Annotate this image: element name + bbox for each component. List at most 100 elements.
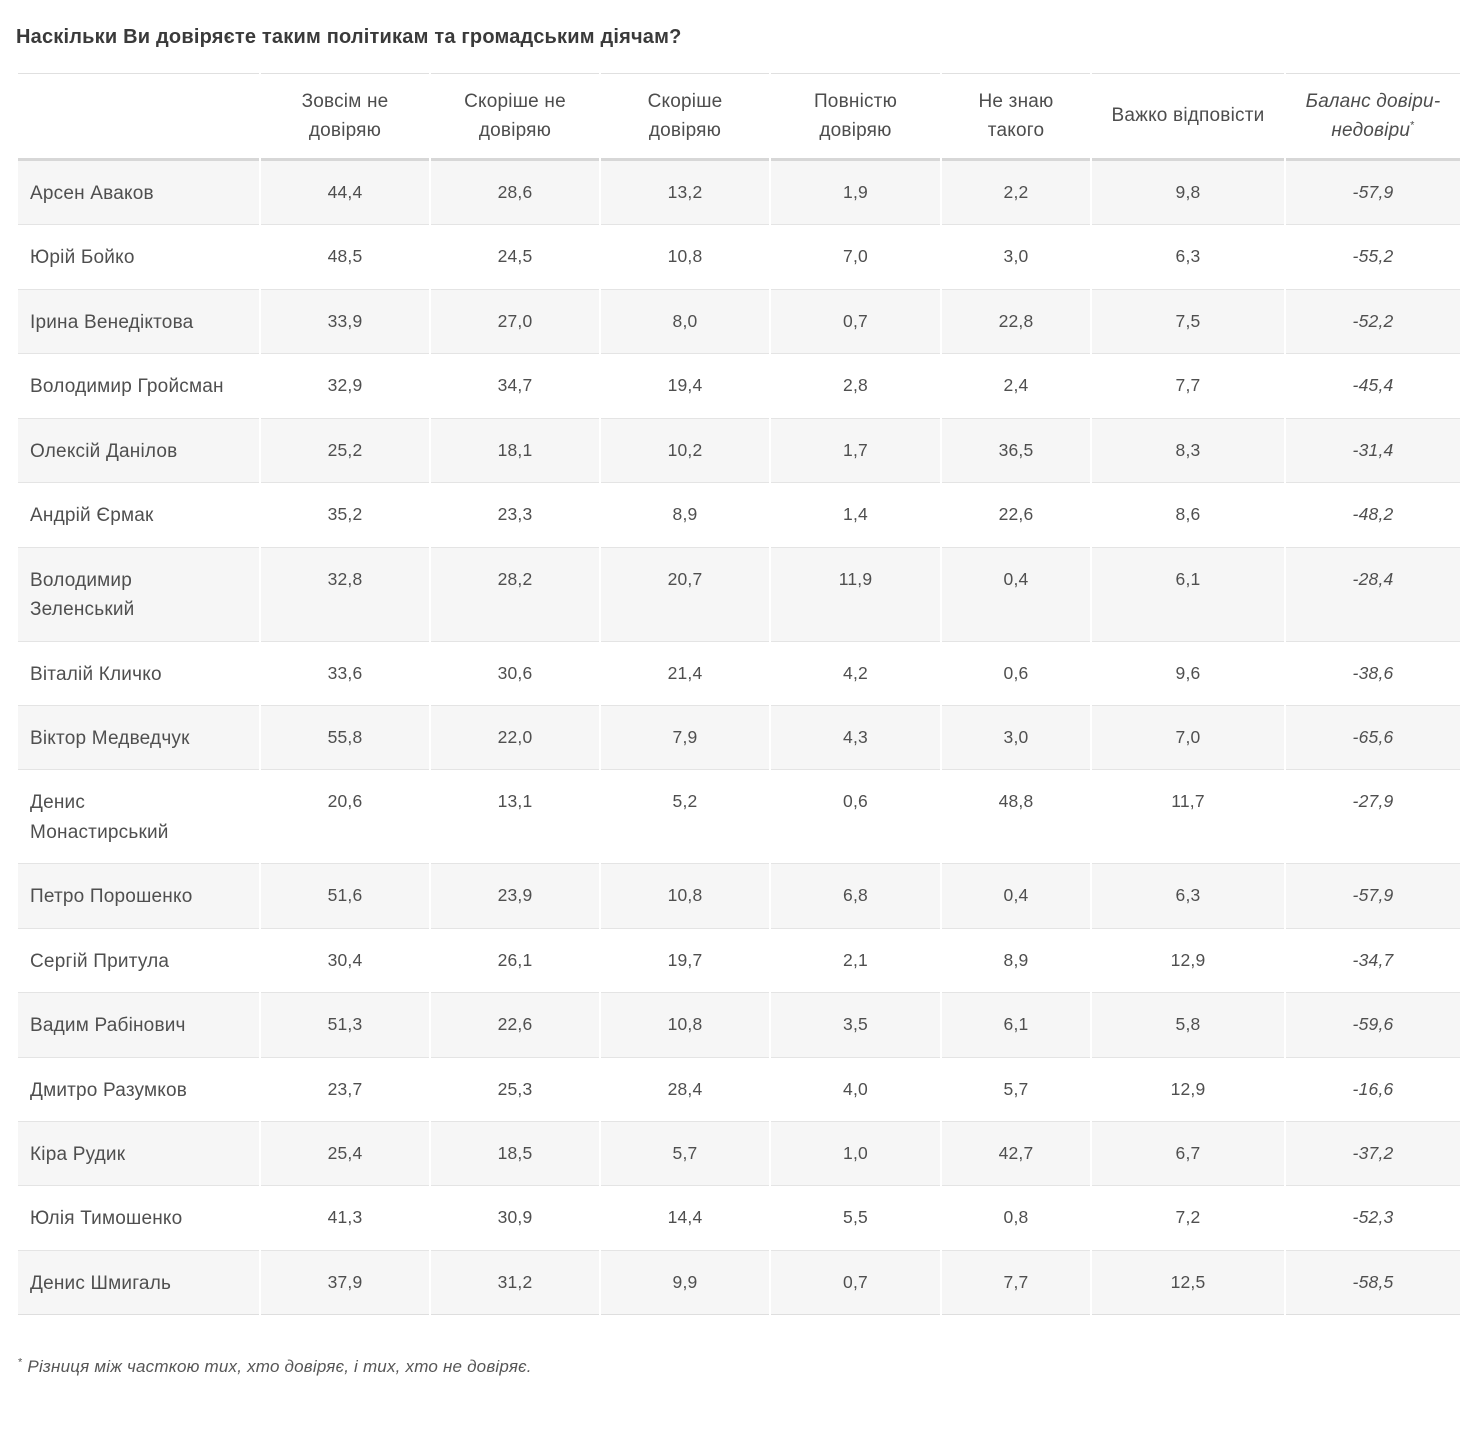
trust-value-cell: 0,7 bbox=[771, 288, 940, 353]
trust-value-cell: 18,5 bbox=[431, 1121, 599, 1185]
trust-value-cell: 1,0 bbox=[771, 1121, 940, 1185]
trust-value-cell: 51,6 bbox=[261, 863, 429, 927]
politician-name-cell: Володимир Гройсман bbox=[18, 353, 259, 417]
table-row: Петро Порошенко 51,6 23,9 10,8 6,8 0,4 6,3 -57,… bbox=[18, 863, 1460, 928]
trust-table: Зовсім не довіряю Скоріше не довіряю Ско… bbox=[16, 73, 1460, 1316]
trust-value-cell: 5,2 bbox=[601, 769, 769, 863]
trust-value-cell: 0,6 bbox=[942, 640, 1090, 705]
trust-value-cell: 36,5 bbox=[942, 417, 1090, 482]
trust-balance-cell: -37,2 bbox=[1286, 1121, 1460, 1185]
politician-name-cell: Вадим Рабінович bbox=[18, 992, 259, 1056]
table-row: Денис Шмигаль 37,9 31,2 9,9 0,7 7,7 12,5 -58,5 bbox=[18, 1249, 1460, 1316]
table-row: Володимир Гройсман 32,9 34,7 19,4 2,8 2,4 7,7-… bbox=[18, 353, 1460, 417]
trust-value-cell: 0,6 bbox=[771, 769, 940, 863]
trust-value-cell: 28,6 bbox=[497, 182, 533, 202]
politician-name-cell: Віктор Медведчук bbox=[18, 704, 259, 769]
table-row: Арсен Аваков 44,4 28,6 13,2 1,9 2,2 9,8 -57,9 bbox=[18, 161, 1460, 225]
trust-value-cell: 18,1 bbox=[431, 417, 599, 482]
col-header-completely-distrust: Зовсім не довіряю bbox=[261, 73, 429, 161]
trust-value-cell: 1,9 bbox=[843, 182, 868, 202]
trust-value-cell: 26,1 bbox=[431, 927, 599, 992]
trust-value-cell: 19,4 bbox=[601, 353, 769, 417]
trust-value-cell: 3,0 bbox=[942, 224, 1090, 288]
trust-value-cell: 33,9 bbox=[261, 288, 429, 353]
table-row: Володимир Зеленський 32,8 28,2 20,7 11,9 0,4 6… bbox=[18, 546, 1460, 641]
trust-value-cell: 6,3 bbox=[1092, 224, 1284, 288]
col-header-politician bbox=[18, 73, 259, 161]
trust-balance-cell: -45,4 bbox=[1286, 353, 1460, 417]
col-header-dont-know: Не знаю такого bbox=[942, 73, 1090, 161]
politician-name-cell: Денис Монастирський bbox=[18, 769, 259, 863]
table-row: Ірина Венедіктова 33,9 27,0 8,0 0,7 22,8 7,5 -5… bbox=[18, 288, 1460, 354]
table-row: Денис Монастирський 20,6 13,1 5,2 0,6 48,8 11,… bbox=[18, 769, 1460, 863]
table-row: Вадим Рабінович 51,3 22,6 10,8 3,5 6,1 5,8 -59,… bbox=[18, 992, 1460, 1057]
trust-balance-cell: -57,9 bbox=[1352, 182, 1394, 202]
trust-value-cell: 55,8 bbox=[261, 704, 429, 769]
col-header-hard-to-answer: Важко відповісти bbox=[1092, 73, 1284, 161]
trust-value-cell: 22,6 bbox=[942, 482, 1090, 546]
politician-name-cell: Дмитро Разумков bbox=[18, 1056, 259, 1121]
trust-value-cell: 25,3 bbox=[431, 1056, 599, 1121]
trust-value-cell: 23,7 bbox=[261, 1056, 429, 1121]
trust-value-cell: 8,3 bbox=[1092, 417, 1284, 482]
trust-balance-cell: -58,5 bbox=[1286, 1249, 1460, 1316]
trust-balance-cell: -52,2 bbox=[1286, 288, 1460, 353]
trust-balance-cell: -48,2 bbox=[1286, 482, 1460, 546]
table-row: Кіра Рудик 25,4 18,5 5,7 1,0 42,7 6,7 -37,2 bbox=[18, 1121, 1460, 1186]
footnote-marker-header: * bbox=[1410, 119, 1415, 132]
trust-value-cell: 10,8 bbox=[601, 863, 769, 927]
trust-value-cell: 33,6 bbox=[261, 640, 429, 705]
trust-value-cell: 6,8 bbox=[771, 863, 940, 927]
trust-value-cell: 24,5 bbox=[431, 224, 599, 288]
trust-value-cell: 48,8 bbox=[942, 769, 1090, 863]
trust-value-cell: 7,5 bbox=[1092, 288, 1284, 353]
trust-value-cell: 28,2 bbox=[431, 546, 599, 641]
trust-value-cell: 9,9 bbox=[601, 1249, 769, 1316]
trust-balance-cell: -57,9 bbox=[1286, 863, 1460, 927]
trust-value-cell: 3,5 bbox=[771, 992, 940, 1056]
col-header-rather-trust: Скоріше довіряю bbox=[601, 73, 769, 161]
trust-value-cell: 30,4 bbox=[261, 927, 429, 992]
trust-balance-cell: -52,3 bbox=[1286, 1185, 1460, 1249]
trust-value-cell: 2,4 bbox=[942, 353, 1090, 417]
trust-value-cell: 8,9 bbox=[601, 482, 769, 546]
page-title: Наскільки Ви довіряєте таким політикам т… bbox=[16, 26, 682, 48]
trust-value-cell: 4,3 bbox=[771, 704, 940, 769]
politician-name-cell: Володимир Зеленський bbox=[18, 546, 259, 641]
table-row: Юлія Тимошенко 41,3 30,9 14,4 5,5 0,8 7,2 -52,3 bbox=[18, 1185, 1460, 1249]
trust-value-cell: 1,4 bbox=[771, 482, 940, 546]
trust-value-cell: 22,6 bbox=[431, 992, 599, 1056]
trust-value-cell: 25,2 bbox=[261, 417, 429, 482]
politician-name-cell: Сергій Притула bbox=[18, 927, 259, 992]
trust-value-cell: 2,1 bbox=[771, 927, 940, 992]
trust-value-cell: 48,5 bbox=[261, 224, 429, 288]
trust-value-cell: 23,3 bbox=[431, 482, 599, 546]
trust-value-cell: 22,0 bbox=[431, 704, 599, 769]
trust-value-cell: 22,8 bbox=[942, 288, 1090, 353]
trust-value-cell: 4,2 bbox=[771, 640, 940, 705]
trust-value-cell: 42,7 bbox=[942, 1121, 1090, 1185]
trust-value-cell: 6,1 bbox=[942, 992, 1090, 1056]
table-row: Дмитро Разумков 23,7 25,3 28,4 4,0 5,7 12,9 -16… bbox=[18, 1056, 1460, 1121]
trust-value-cell: 23,9 bbox=[431, 863, 599, 927]
trust-value-cell: 0,4 bbox=[942, 863, 1090, 927]
trust-value-cell: 2,8 bbox=[771, 353, 940, 417]
col-header-rather-distrust: Скоріше не довіряю bbox=[431, 73, 599, 161]
table-row: Юрій Бойко 48,5 24,5 10,8 7,0 3,0 6,3 -55,2 bbox=[18, 224, 1460, 288]
table-row: Олексій Данілов 25,2 18,1 10,2 1,7 36,5 8,3 -31… bbox=[18, 417, 1460, 483]
trust-value-cell: 5,7 bbox=[942, 1056, 1090, 1121]
trust-value-cell: 32,8 bbox=[261, 546, 429, 641]
trust-value-cell: 10,8 bbox=[601, 992, 769, 1056]
trust-value-cell: 7,7 bbox=[1092, 353, 1284, 417]
trust-value-cell: 0,4 bbox=[942, 546, 1090, 641]
politician-name-cell: Ірина Венедіктова bbox=[18, 288, 259, 353]
header-row: Зовсім не довіряю Скоріше не довіряю Ско… bbox=[18, 73, 1460, 161]
trust-value-cell: 8,9 bbox=[942, 927, 1090, 992]
trust-value-cell: 6,7 bbox=[1092, 1121, 1284, 1185]
trust-value-cell: 6,1 bbox=[1092, 546, 1284, 641]
table-header: Зовсім не довіряю Скоріше не довіряю Ско… bbox=[18, 73, 1460, 161]
trust-value-cell: 11,9 bbox=[771, 546, 940, 641]
trust-value-cell: 8,0 bbox=[601, 288, 769, 353]
trust-value-cell: 5,7 bbox=[601, 1121, 769, 1185]
